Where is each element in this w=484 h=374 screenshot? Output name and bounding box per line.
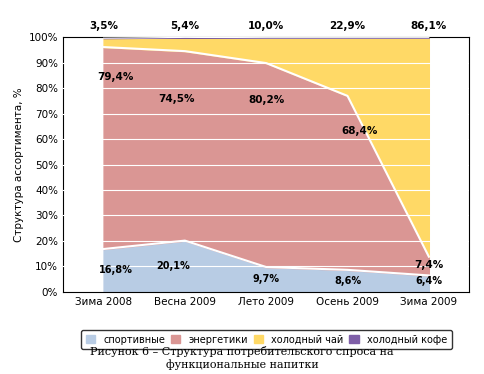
Text: 74,5%: 74,5% — [158, 94, 195, 104]
Text: 20,1%: 20,1% — [156, 261, 190, 271]
Text: Рисунок 6 – Структура потребительского спроса на: Рисунок 6 – Структура потребительского с… — [90, 346, 394, 357]
Text: 80,2%: 80,2% — [248, 95, 284, 105]
Text: 86,1%: 86,1% — [411, 21, 447, 31]
Text: 3,5%: 3,5% — [89, 21, 118, 31]
Legend: спортивные, энергетики, холодный чай, холодный кофе: спортивные, энергетики, холодный чай, хо… — [81, 329, 452, 349]
Text: 79,4%: 79,4% — [98, 72, 134, 82]
Text: 10,0%: 10,0% — [248, 21, 284, 31]
Text: 9,7%: 9,7% — [253, 275, 280, 284]
Text: 16,8%: 16,8% — [99, 266, 133, 275]
Text: 7,4%: 7,4% — [414, 260, 443, 270]
Text: 22,9%: 22,9% — [330, 21, 365, 31]
Y-axis label: Структура ассортимента, %: Структура ассортимента, % — [15, 87, 24, 242]
Text: 5,4%: 5,4% — [170, 21, 199, 31]
Text: 6,4%: 6,4% — [415, 276, 442, 286]
Text: функциональные напитки: функциональные напитки — [166, 359, 318, 370]
Text: 8,6%: 8,6% — [334, 276, 361, 286]
Text: 68,4%: 68,4% — [342, 126, 378, 136]
